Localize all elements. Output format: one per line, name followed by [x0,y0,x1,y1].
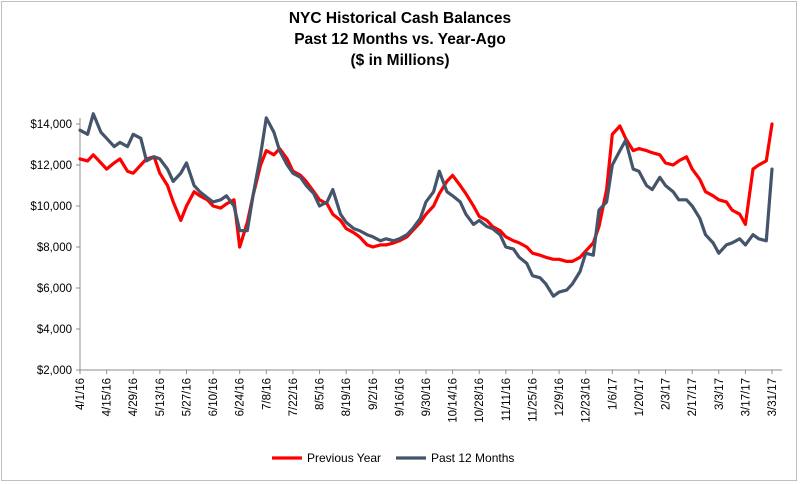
chart-title: NYC Historical Cash Balances Past 12 Mon… [0,8,800,71]
series-line-previous-year [78,122,774,263]
x-tick-label: 10/28/16 [474,378,486,423]
y-tick-label: $14,000 [30,119,72,131]
x-tick-label: 3/3/17 [714,378,726,410]
legend: Previous Year Past 12 Months [272,451,514,465]
y-tick-label: $10,000 [30,201,72,213]
x-tick-label: 1/20/17 [634,378,646,416]
legend-label-previous-year: Previous Year [307,451,381,465]
chart-title-line-1: NYC Historical Cash Balances [288,10,512,27]
x-tick-label: 4/29/16 [128,378,140,416]
x-tick-label: 6/10/16 [208,378,220,416]
x-tick-label: 1/6/17 [607,378,619,410]
x-tick-label: 9/30/16 [421,378,433,416]
x-tick-label: 4/1/16 [75,378,87,410]
x-tick-label: 5/27/16 [181,378,193,416]
y-tick-label: $2,000 [37,365,72,377]
y-tick-label: $8,000 [37,242,72,254]
x-tick-label: 2/3/17 [661,378,673,410]
x-tick-label: 7/22/16 [288,378,300,416]
x-tick-label: 12/23/16 [581,378,593,423]
x-tick-label: 3/31/17 [767,378,779,416]
legend-label-past-12-months: Past 12 Months [431,451,514,465]
y-tick-label: $6,000 [37,283,72,295]
y-tick-label: $4,000 [37,324,72,336]
x-tick-label: 11/25/16 [527,378,539,422]
x-tick-label: 2/17/17 [687,378,699,416]
x-tick-label: 5/13/16 [155,378,167,416]
x-tick-label: 7/8/16 [261,378,273,410]
x-tick-label: 8/19/16 [341,378,353,416]
x-tick-label: 9/16/16 [394,378,406,416]
x-tick-label: 8/5/16 [315,378,327,410]
chart-title-line-2: Past 12 Months vs. Year-Ago [294,31,506,48]
x-tick-label: 12/9/16 [554,378,566,416]
y-axis-tick-labels: $2,000 $4,000 $6,000 $8,000 $10,000 $12,000 $1… [30,119,72,377]
x-tick-label: 6/24/16 [235,378,247,416]
x-tick-label: 4/15/16 [102,378,114,416]
axes [76,118,782,374]
chart-title-line-3: ($ in Millions) [350,52,450,69]
x-tick-label: 11/11/16 [501,378,513,421]
x-tick-label: 10/14/16 [448,378,460,423]
series-lines [78,112,774,298]
x-axis-tick-labels: 4/1/16 4/15/16 4/29/16 5/13/16 5/27/16 6/10/1… [75,378,779,423]
y-tick-label: $12,000 [30,160,72,172]
x-tick-label: 9/2/16 [368,378,380,410]
series-line-past-12-months [78,112,774,298]
x-tick-label: 3/17/17 [740,378,752,416]
